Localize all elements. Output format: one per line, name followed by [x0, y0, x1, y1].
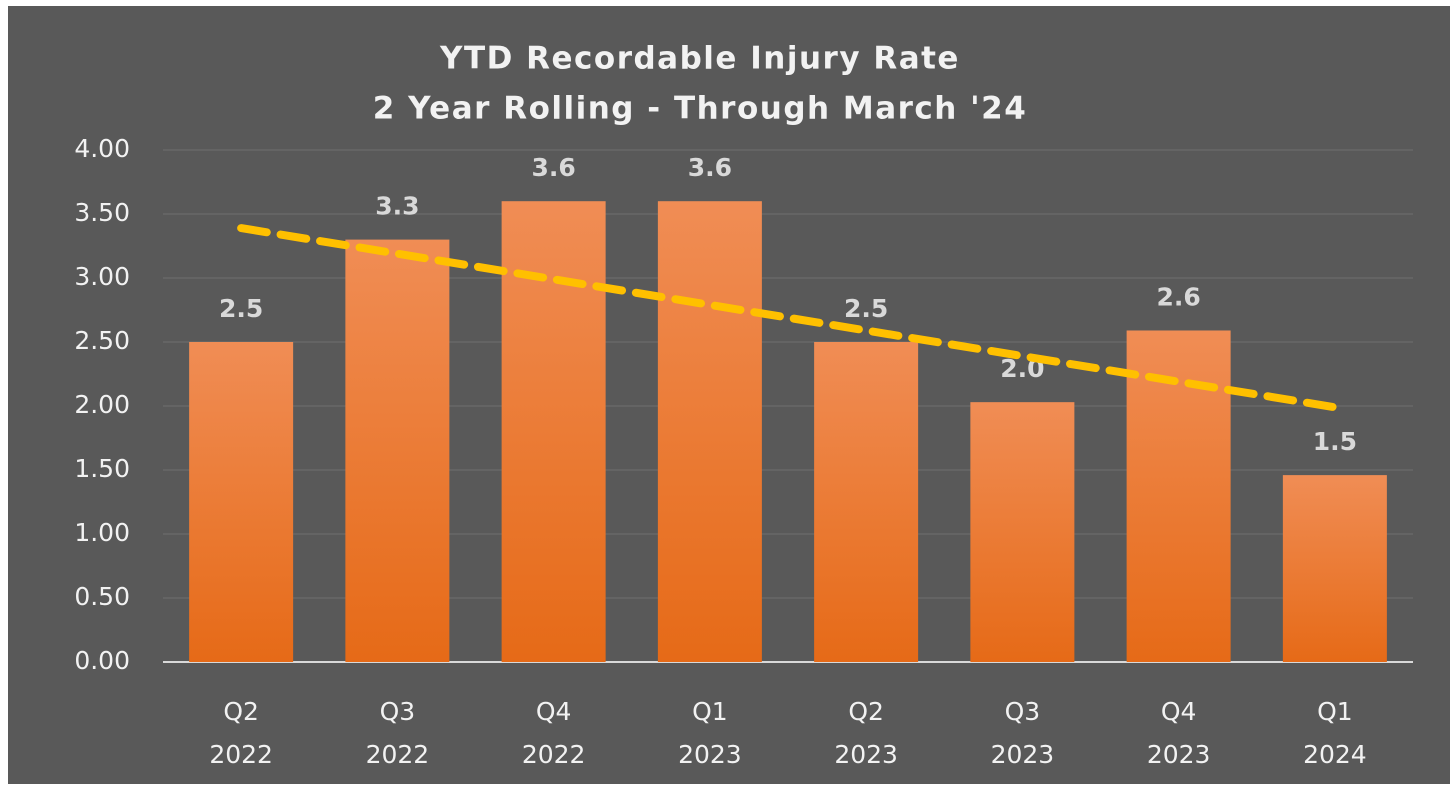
data-label: 2.5	[844, 294, 888, 323]
bar	[657, 201, 762, 662]
x-tick-label: Q3	[380, 697, 416, 726]
x-tick-label: Q1	[1317, 697, 1353, 726]
y-tick-label: 0.50	[74, 582, 130, 611]
x-tick-label: Q4	[1161, 697, 1197, 726]
x-tick-label: 2023	[1147, 740, 1211, 769]
x-tick-label: 2022	[522, 740, 586, 769]
chart-subtitle: 2 Year Rolling - Through March '24	[373, 91, 1028, 127]
y-tick-label: 2.00	[74, 390, 130, 419]
data-label: 3.6	[688, 153, 732, 182]
x-tick-label: Q2	[848, 697, 884, 726]
y-tick-label: 3.50	[74, 198, 130, 227]
bar	[1282, 475, 1387, 662]
x-tick-label: 2023	[834, 740, 898, 769]
x-tick-label: 2022	[209, 740, 273, 769]
y-tick-label: 1.50	[74, 454, 130, 483]
x-tick-label: 2024	[1303, 740, 1367, 769]
x-tick-label: 2023	[991, 740, 1055, 769]
y-tick-label: 4.00	[74, 134, 130, 163]
data-label: 2.6	[1156, 282, 1200, 311]
y-tick-label: 1.00	[74, 518, 130, 547]
data-label: 2.5	[219, 294, 263, 323]
data-label: 1.5	[1313, 427, 1357, 456]
y-tick-label: 3.00	[74, 262, 130, 291]
trendline	[237, 224, 1339, 412]
bar	[1126, 330, 1231, 662]
y-tick-label: 0.00	[74, 646, 130, 675]
chart-title: YTD Recordable Injury Rate	[439, 41, 960, 77]
x-tick-label: Q3	[1005, 697, 1041, 726]
bar	[814, 342, 919, 662]
data-label: 3.6	[531, 153, 575, 182]
x-tick-label: 2023	[678, 740, 742, 769]
x-tick-label: Q4	[536, 697, 572, 726]
bar	[970, 402, 1075, 662]
y-tick-label: 2.50	[74, 326, 130, 355]
x-tick-label: Q2	[223, 697, 259, 726]
x-tick-label: Q1	[692, 697, 728, 726]
x-tick-label: 2022	[366, 740, 430, 769]
data-label: 3.3	[375, 192, 419, 221]
bar	[189, 342, 294, 662]
bar	[345, 239, 450, 662]
